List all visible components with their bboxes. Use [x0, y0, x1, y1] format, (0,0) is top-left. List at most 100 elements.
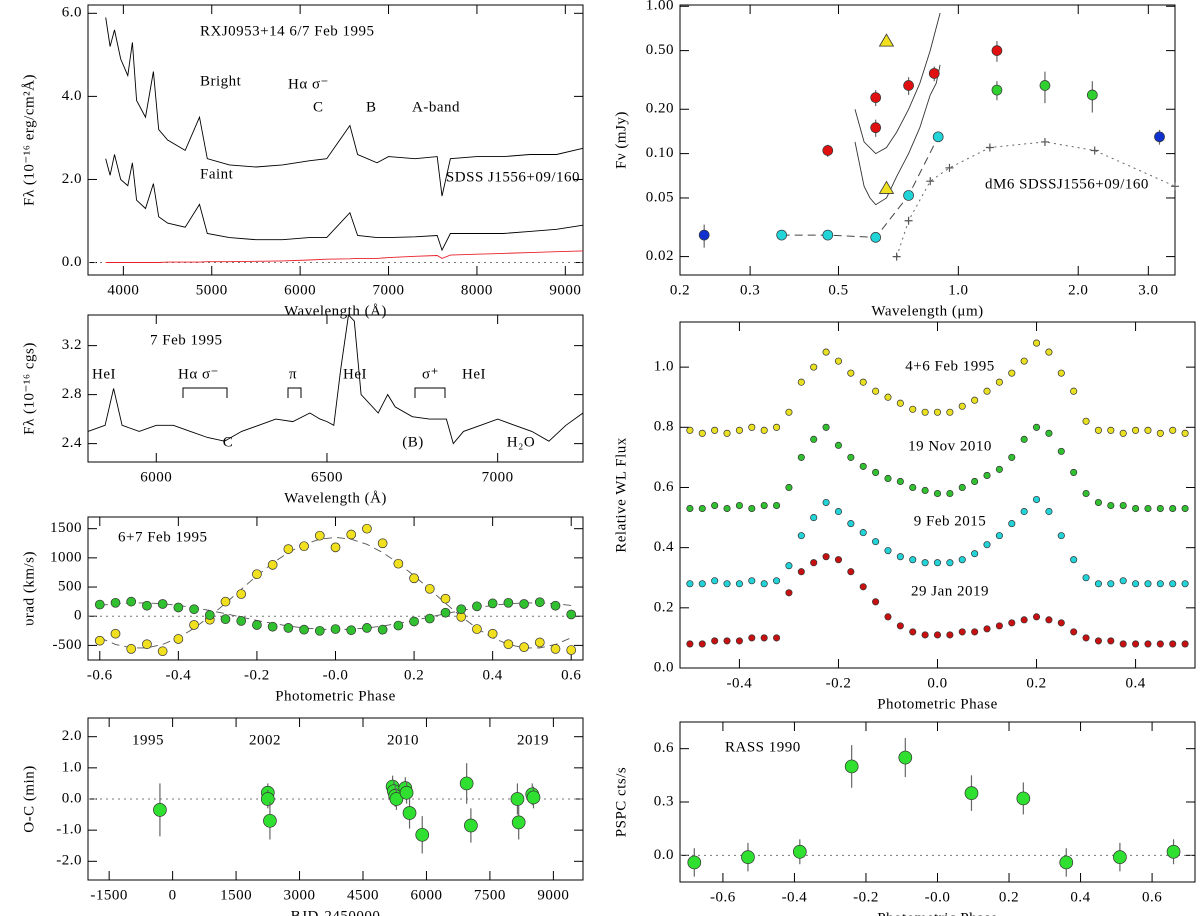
y-tick-label: -500 — [53, 637, 83, 653]
point — [971, 628, 979, 636]
point — [1008, 453, 1016, 461]
point — [1154, 131, 1165, 143]
point — [1169, 580, 1177, 588]
y-tick-label: -2.0 — [56, 853, 82, 869]
y-axis-label: Fλ (10⁻¹⁶ erg/cm²Å) — [21, 74, 37, 206]
point — [797, 568, 805, 576]
series-label: 19 Nov 2010 — [908, 438, 992, 454]
x-tick-label: 6000 — [284, 282, 316, 298]
point — [971, 550, 979, 558]
point — [399, 785, 414, 800]
y-tick-label: 0.10 — [646, 145, 674, 161]
y-tick-label: 2.8 — [62, 386, 82, 402]
point — [142, 600, 152, 611]
point — [834, 556, 843, 564]
point — [878, 180, 895, 194]
x-tick-label: 0.0 — [927, 675, 947, 691]
y-tick-label: 0.2 — [654, 599, 674, 615]
point — [933, 631, 942, 639]
point — [511, 815, 526, 830]
point — [822, 423, 830, 431]
point — [834, 441, 843, 449]
point — [283, 623, 294, 633]
point — [1181, 504, 1189, 513]
point — [236, 616, 247, 626]
point — [870, 232, 882, 243]
point — [1113, 850, 1127, 864]
point — [236, 589, 247, 599]
point — [1107, 637, 1115, 645]
x-tick-label: 9000 — [549, 282, 581, 298]
point — [1107, 426, 1115, 434]
point — [1045, 429, 1053, 437]
point — [1082, 417, 1090, 425]
point — [267, 560, 278, 570]
point — [909, 483, 917, 492]
annotation: 2010 — [387, 732, 419, 748]
point — [1119, 577, 1127, 585]
point — [921, 408, 929, 416]
annotation: Hα σ⁻ — [288, 76, 329, 92]
point — [1181, 429, 1189, 437]
point — [932, 131, 944, 143]
connector-line — [781, 136, 939, 238]
annotation: Hα σ⁻ — [178, 366, 219, 382]
annotation: 6+7 Feb 1995 — [118, 529, 207, 545]
point — [896, 553, 904, 561]
point — [1181, 640, 1189, 648]
point — [1040, 137, 1049, 146]
point — [785, 408, 793, 416]
point — [711, 577, 719, 585]
point — [698, 640, 706, 648]
x-axis-label: Photometric Phase — [877, 910, 998, 916]
point — [1057, 447, 1065, 455]
point — [958, 556, 966, 564]
point — [1094, 426, 1102, 434]
point — [735, 580, 743, 588]
point — [822, 348, 830, 356]
x-axis-label: BJD-2450000 — [291, 908, 381, 916]
x-tick-label: 1500 — [220, 887, 252, 903]
point — [1020, 357, 1028, 365]
x-tick-label: 0.2 — [999, 889, 1019, 905]
x-tick-label: -0.0 — [323, 667, 349, 683]
annotation: dM6 SDSSJ1556+09/160 — [985, 176, 1149, 192]
point — [735, 501, 743, 510]
point — [1119, 501, 1127, 510]
point — [94, 599, 105, 610]
point — [872, 538, 880, 546]
point — [946, 408, 954, 416]
connector-line — [896, 141, 1176, 257]
plot-frame — [679, 4, 1176, 276]
point — [330, 542, 341, 553]
point — [834, 507, 843, 516]
point — [1107, 580, 1115, 588]
point — [424, 613, 435, 624]
annotation: A-band — [412, 99, 460, 115]
point — [892, 252, 901, 261]
x-tick-label: 2.0 — [1068, 282, 1088, 298]
point — [909, 405, 917, 413]
point — [157, 599, 168, 609]
point — [299, 624, 309, 635]
point — [773, 577, 781, 585]
point — [921, 559, 929, 567]
x-tick-label: -0.4 — [782, 889, 808, 905]
point — [870, 122, 882, 134]
x-tick-label: 6000 — [140, 469, 172, 485]
point — [760, 634, 768, 642]
x-tick-label: -0.2 — [826, 675, 852, 691]
x-tick-label: 0.4 — [483, 667, 503, 683]
y-tick-label: 0.0 — [62, 790, 82, 806]
point — [1070, 628, 1078, 636]
spectrum-line — [854, 12, 941, 155]
y-tick-label: 2.0 — [62, 171, 82, 187]
x-tick-label: -0.0 — [925, 889, 951, 905]
point — [1144, 640, 1152, 648]
point — [847, 453, 855, 461]
annotation: HeI — [462, 366, 486, 382]
point — [983, 387, 991, 395]
point — [153, 803, 167, 817]
point — [377, 624, 388, 635]
x-tick-label: 0.5 — [828, 282, 848, 298]
